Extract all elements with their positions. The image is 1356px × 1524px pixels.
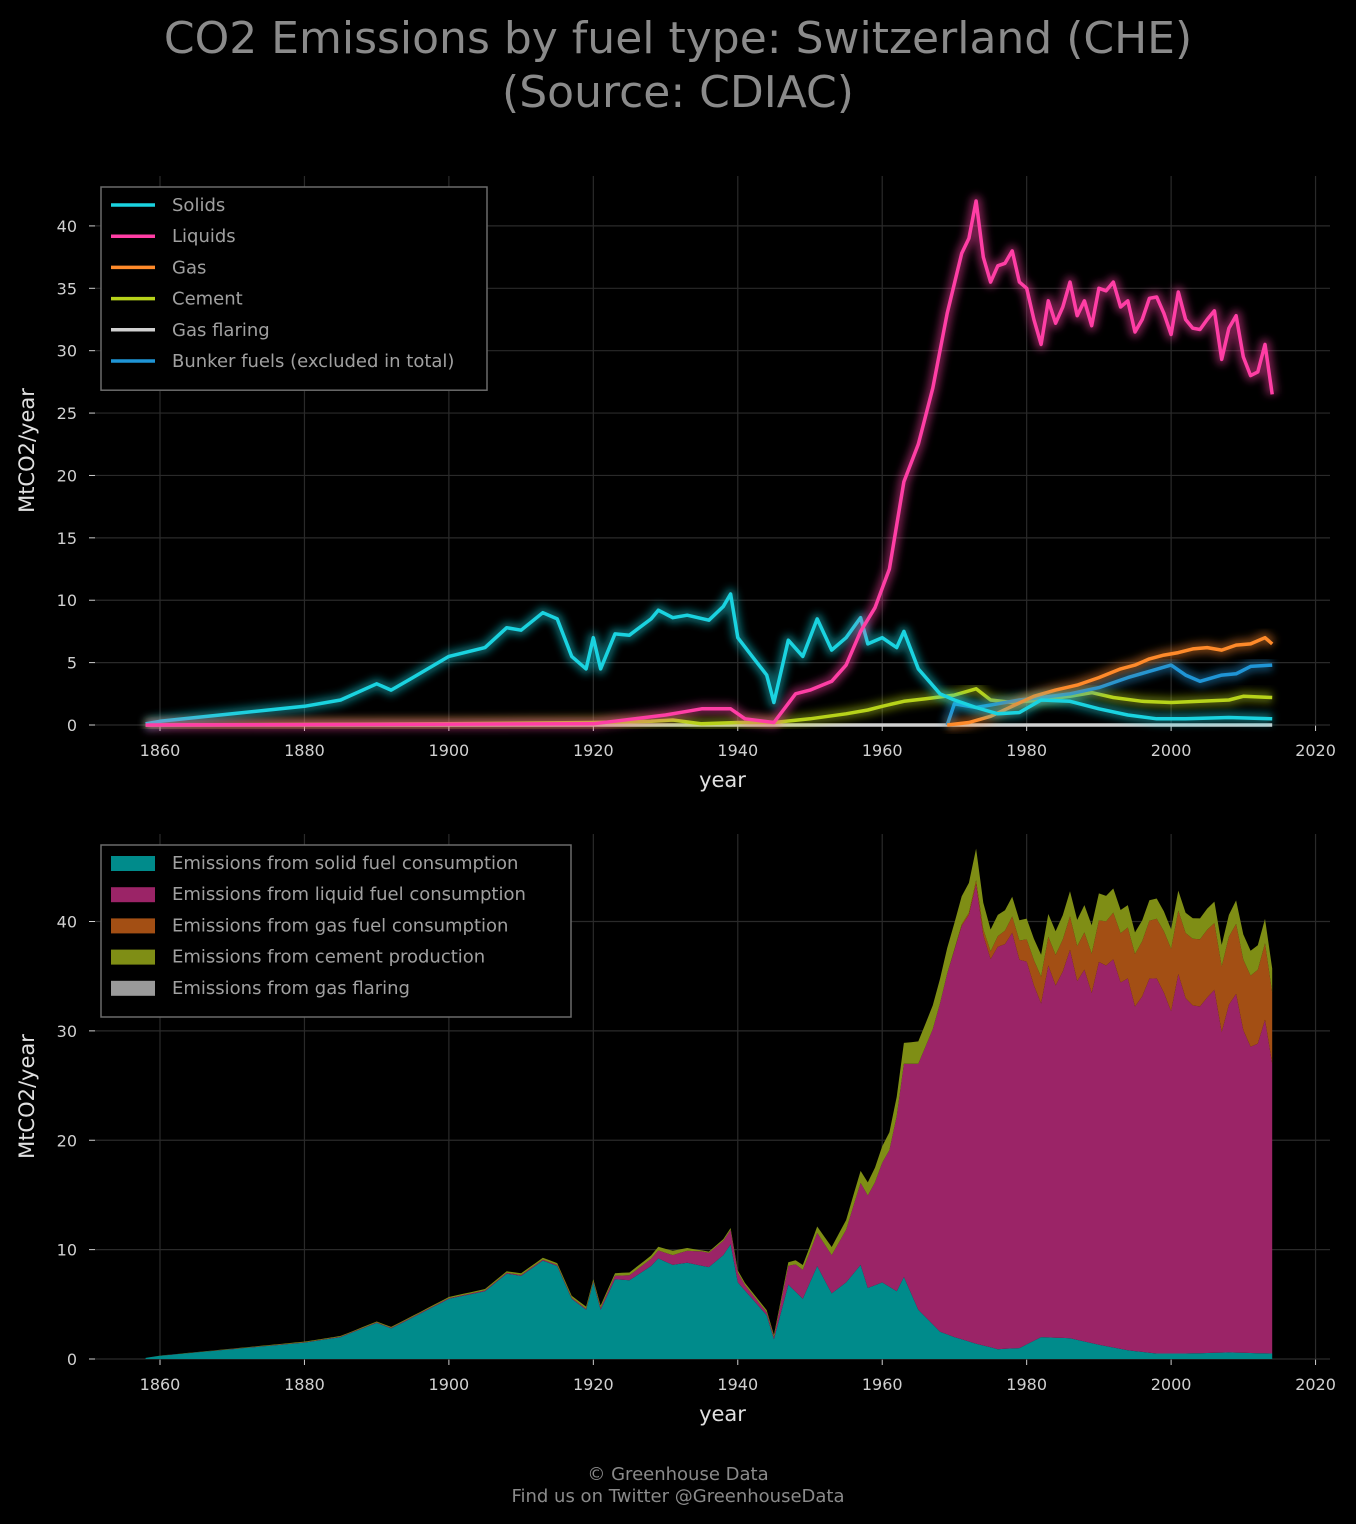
legend-swatch: [111, 980, 155, 996]
footer: © Greenhouse Data Find us on Twitter @Gr…: [0, 1464, 1356, 1508]
x-tick-label: 1900: [429, 741, 470, 760]
x-tick-label: 1900: [429, 1375, 470, 1394]
x-tick-label: 1960: [862, 741, 903, 760]
x-tick-label: 1860: [140, 1375, 181, 1394]
legend-box: [100, 844, 572, 1018]
legend-label: Liquids: [172, 226, 236, 247]
y-tick-label: 10: [57, 1241, 77, 1260]
series-solids: [144, 588, 1273, 730]
area-solids: [145, 1244, 1273, 1359]
legend-label: Cement: [172, 289, 243, 310]
legend-label: Emissions from solid fuel consumption: [172, 853, 518, 874]
legend-label: Emissions from gas flaring: [172, 978, 410, 999]
x-tick-label: 2020: [1295, 741, 1336, 760]
x-tick-label: 1960: [862, 1375, 903, 1394]
footer-twitter: Find us on Twitter @GreenhouseData: [511, 1486, 845, 1507]
legend-label: Emissions from gas fuel consumption: [172, 915, 508, 936]
stacked-area-chart-panel: 1860 1880 1900 1920 1940 1960 1980 2000 2020 0 10 2…: [15, 834, 1336, 1426]
x-tick-label: 1860: [140, 741, 181, 760]
footer-copyright: © Greenhouse Data: [587, 1464, 769, 1485]
y-tick-label: 10: [57, 591, 77, 610]
series-gas: [946, 632, 1276, 731]
series-liquids: [145, 195, 1278, 731]
x-tick-label: 1880: [284, 1375, 325, 1394]
legend-swatch: [111, 856, 155, 871]
series-bunker: [941, 659, 1273, 727]
legend-label: Bunker fuels (excluded in total): [172, 351, 454, 372]
x-tick-label: 2000: [1151, 741, 1192, 760]
x-tick-label: 2020: [1295, 1375, 1336, 1394]
y-tick-label: 20: [57, 466, 77, 485]
line-chart-panel: 1860 1880 1900 1920 1940 1960 1980 2000 2020 0 5 10…: [15, 176, 1336, 792]
y-axis-label: MtCO2/year: [15, 388, 39, 513]
y-tick-label: 0: [67, 1350, 77, 1369]
legend-swatch: [111, 949, 155, 965]
y-tick-label: 30: [57, 342, 77, 361]
x-tick-label: 2000: [1151, 1375, 1192, 1394]
series-line: [945, 663, 1273, 726]
x-axis-label: year: [699, 768, 746, 792]
legend-swatch: [111, 918, 155, 934]
area-liquids: [145, 884, 1273, 1358]
y-tick-label: 0: [67, 716, 77, 735]
title-line-1: CO2 Emissions by fuel type: Switzerland …: [163, 13, 1193, 64]
legend-label: Gas: [172, 257, 206, 278]
series-line: [145, 199, 1274, 727]
y-tick-label: 20: [57, 1131, 77, 1150]
y-tick-label: 40: [57, 913, 77, 932]
legend-label: Emissions from cement production: [172, 947, 485, 968]
x-axis-label: year: [699, 1402, 746, 1426]
x-tick-label: 1940: [717, 1375, 758, 1394]
title-line-2: (Source: CDIAC): [502, 67, 854, 118]
legend-swatch: [111, 887, 155, 903]
x-tick-label: 1920: [573, 1375, 614, 1394]
y-axis-label: MtCO2/year: [15, 1034, 39, 1159]
x-tick-label: 1980: [1006, 741, 1047, 760]
y-tick-label: 25: [57, 404, 77, 423]
legend-box: [100, 186, 488, 391]
series-line: [946, 635, 1274, 727]
chart-title: CO2 Emissions by fuel type: Switzerland …: [0, 12, 1356, 120]
x-tick-label: 1880: [284, 741, 325, 760]
y-tick-label: 40: [57, 217, 77, 236]
y-tick-label: 5: [67, 654, 77, 673]
legend-label: Gas flaring: [172, 320, 270, 341]
x-tick-label: 1980: [1006, 1375, 1047, 1394]
y-tick-label: 15: [57, 529, 77, 548]
area-gas: [145, 880, 1273, 1358]
x-tick-label: 1940: [717, 741, 758, 760]
y-tick-label: 35: [57, 279, 77, 298]
y-tick-label: 30: [57, 1022, 77, 1041]
series-line: [145, 592, 1273, 726]
legend-label: Solids: [172, 195, 225, 216]
x-tick-label: 1920: [573, 741, 614, 760]
legend-label: Emissions from liquid fuel consumption: [172, 884, 526, 905]
